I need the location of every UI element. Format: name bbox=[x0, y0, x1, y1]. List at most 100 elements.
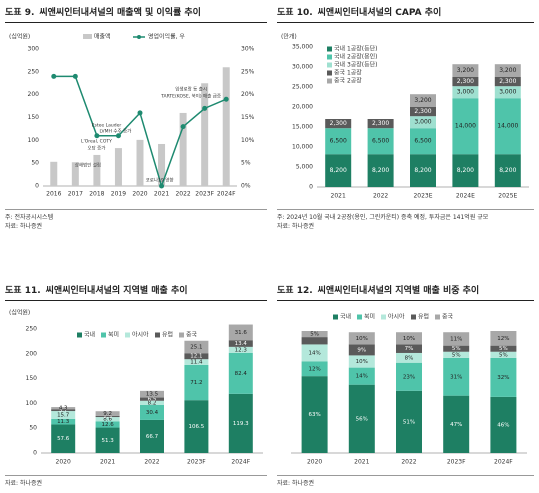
stack-segment bbox=[367, 128, 394, 155]
chart-figure-12: 63% 12% 14% 5% 2020 56% 14% 10% 9% 10% 2021 51% 23% 8… bbox=[291, 313, 527, 466]
stack-segment bbox=[494, 154, 521, 187]
annotation-label: L'Oreal, COTY bbox=[81, 139, 112, 145]
panel-figure-10: 도표 10. 씨앤씨인터내셔널의 CAPA 추이 (만개) 0 5,000 10,000… bbox=[277, 5, 534, 235]
stack-segment bbox=[396, 362, 422, 391]
data-label: 3,200 bbox=[457, 67, 474, 74]
stack-segment bbox=[443, 351, 470, 358]
data-label: 51% bbox=[403, 419, 415, 425]
margin-point bbox=[51, 73, 57, 79]
stack-segment bbox=[452, 64, 479, 77]
stack-segment bbox=[396, 332, 422, 345]
annotation-label: LVMH 수주 증가 bbox=[100, 128, 132, 135]
chart-figure-9: (십억원) 0 50 100 150 200 250 300 0% 5% 10% 15% 20% 25% 3… bbox=[9, 33, 255, 198]
stack-segment bbox=[410, 116, 436, 129]
data-label: 23% bbox=[403, 374, 415, 380]
stack-segment bbox=[140, 400, 164, 405]
stack-segment bbox=[443, 332, 470, 346]
legend-swatch bbox=[357, 314, 362, 320]
y-axis-unit: (십억원) bbox=[9, 309, 30, 317]
data-label: 2,300 bbox=[499, 78, 516, 85]
y-tick-label: 0 bbox=[33, 450, 37, 457]
legend-label: 국내 bbox=[340, 313, 351, 321]
stack-segment bbox=[452, 86, 479, 99]
legend-label: 아시아 bbox=[388, 313, 405, 321]
stack-segment bbox=[452, 98, 479, 155]
figure-11-note-1: 자료: 하나증권 bbox=[5, 480, 43, 487]
data-label: 46% bbox=[497, 422, 509, 428]
panel-figure-11: 도표 11. 씨앤씨인터내셔널의 지역별 매출 추이 (십억원) 0 50 100 150… bbox=[5, 283, 267, 488]
legend-swatch bbox=[327, 62, 332, 68]
stack-segment bbox=[228, 352, 253, 394]
stack-segment bbox=[301, 361, 328, 377]
y-tick-label: 100 bbox=[28, 137, 40, 144]
legend-swatch bbox=[327, 46, 332, 52]
panel-figure-12: 도표 12. 씨앤씨인터내셔널의 지역별 매출 비중 추이 63% 12% 14% 5%… bbox=[277, 283, 534, 488]
y-tick-label: 20,000 bbox=[292, 104, 313, 111]
margin-point bbox=[72, 73, 78, 79]
legend-swatch bbox=[411, 314, 416, 320]
data-label: 5% bbox=[310, 332, 319, 338]
x-tick-label: 2018 bbox=[89, 191, 104, 198]
data-label: 11.4 bbox=[190, 360, 203, 366]
y-tick-label: 50 bbox=[31, 160, 39, 167]
data-label: 12.6 bbox=[101, 422, 114, 428]
y-tick-label: 150 bbox=[28, 114, 40, 121]
stack-segment bbox=[348, 384, 375, 453]
stack-segment bbox=[140, 397, 164, 401]
stack-segment bbox=[95, 427, 120, 453]
data-label: 10% bbox=[356, 359, 368, 365]
figure-9-title: 도표 9. 씨앤씨인터내셔널의 매출액 및 이익률 추이 bbox=[5, 8, 201, 18]
stack-segment bbox=[325, 128, 352, 155]
figure-10-note-2: 자료: 하나증권 bbox=[277, 223, 315, 230]
legend-label: 국내 bbox=[84, 331, 95, 339]
data-label: 3,200 bbox=[414, 97, 431, 104]
stack-segment bbox=[452, 154, 479, 187]
stack-segment bbox=[301, 344, 328, 362]
stack-segment bbox=[228, 340, 253, 347]
stack-segment bbox=[396, 390, 422, 453]
data-label: 3,000 bbox=[499, 89, 516, 96]
legend-swatch bbox=[125, 332, 130, 338]
y2-tick-label: 30% bbox=[241, 46, 255, 53]
annotation-label: 상해법인 설립 bbox=[75, 162, 101, 169]
x-tick-label: 2020 bbox=[307, 459, 322, 466]
legend-swatch-revenue bbox=[83, 34, 92, 39]
x-tick-label: 2021 bbox=[331, 193, 346, 200]
x-tick-label: 2023E bbox=[413, 193, 432, 200]
y-tick-label: 35,000 bbox=[292, 44, 313, 51]
margin-point bbox=[94, 133, 100, 139]
stack-segment bbox=[51, 418, 76, 425]
legend-label: 북미 bbox=[108, 331, 119, 339]
figure-12-title: 도표 12. 씨앤씨인터내셔널의 지역별 매출 비중 추이 bbox=[277, 286, 480, 296]
data-label: 82.4 bbox=[235, 371, 248, 377]
x-tick-label: 2024E bbox=[456, 193, 475, 200]
data-label: 11.3 bbox=[57, 419, 70, 425]
legend-label: 국내 1공장(등단) bbox=[334, 45, 378, 53]
data-label: 7% bbox=[405, 346, 414, 352]
stack-segment bbox=[325, 154, 352, 187]
legend-swatch bbox=[327, 70, 332, 76]
data-label: 3.7 bbox=[59, 408, 68, 414]
data-label: 10% bbox=[403, 336, 415, 342]
data-label: 14% bbox=[356, 374, 368, 380]
x-tick-label: 2020 bbox=[132, 191, 147, 198]
data-label: 3,000 bbox=[457, 89, 474, 96]
stack-segment bbox=[490, 357, 517, 397]
y-tick-label: 50 bbox=[29, 425, 37, 432]
stack-segment bbox=[443, 395, 470, 453]
data-label: 10% bbox=[356, 336, 368, 342]
data-label: 5% bbox=[452, 346, 461, 352]
stack-segment bbox=[396, 352, 422, 363]
figure-11-title: 도표 11. 씨앤씨인터내셔널의 지역별 매출 추이 bbox=[5, 286, 188, 296]
data-label: 119.3 bbox=[233, 421, 249, 427]
stack-segment bbox=[494, 64, 521, 77]
y-tick-label: 0 bbox=[309, 184, 313, 191]
y2-tick-label: 25% bbox=[241, 68, 255, 75]
data-label: 6,500 bbox=[414, 138, 431, 145]
y-tick-label: 0 bbox=[35, 183, 39, 190]
revenue-bar bbox=[179, 112, 187, 186]
stack-segment bbox=[184, 364, 209, 401]
x-tick-label: 2023F bbox=[447, 459, 466, 466]
figure-9-note-1: 주: 전자공시시스템 bbox=[5, 214, 54, 221]
data-label: 8.2 bbox=[148, 400, 157, 406]
